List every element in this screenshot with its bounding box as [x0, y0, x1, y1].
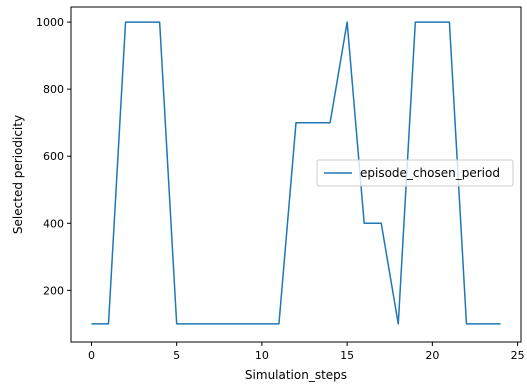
y-axis-label: Selected periodicity — [11, 115, 25, 234]
legend-label-episode-chosen-period: episode_chosen_period — [360, 166, 500, 180]
y-axis: 200 400 600 800 1000 — [36, 16, 71, 297]
y-tick-label: 800 — [43, 83, 64, 96]
series-line-episode-chosen-period — [91, 21, 501, 325]
legend-box — [316, 159, 514, 187]
x-tick-label: 5 — [173, 349, 180, 362]
y-tick-label: 200 — [43, 284, 64, 297]
x-tick-label: 10 — [255, 349, 269, 362]
x-axis-label: Simulation_steps — [245, 368, 347, 382]
x-tick-label: 20 — [425, 349, 439, 362]
y-tick-label: 600 — [43, 150, 64, 163]
y-tick-label: 400 — [43, 217, 64, 230]
x-tick-label: 25 — [511, 349, 525, 362]
x-tick-label: 15 — [340, 349, 354, 362]
x-tick-label: 0 — [88, 349, 95, 362]
y-tick-label: 1000 — [36, 16, 64, 29]
x-axis: 0 5 10 15 20 25 — [88, 342, 525, 362]
legend: episode_chosen_period — [316, 159, 514, 187]
series-layer — [91, 21, 501, 325]
